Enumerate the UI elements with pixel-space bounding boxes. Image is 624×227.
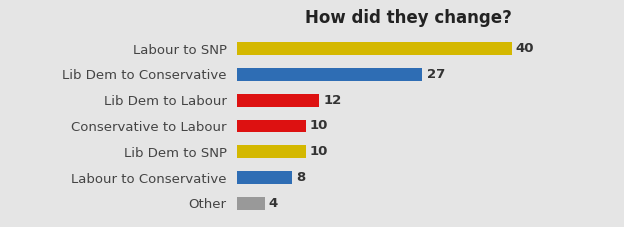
Title: How did they change?: How did they change? [305, 10, 512, 27]
Text: 12: 12 [324, 94, 342, 107]
Text: 8: 8 [296, 171, 305, 184]
Bar [237, 94, 319, 107]
Bar [237, 171, 292, 184]
Text: 10: 10 [310, 145, 328, 158]
Bar [237, 197, 265, 210]
Text: 10: 10 [310, 119, 328, 133]
Bar [237, 42, 512, 55]
Bar [237, 145, 306, 158]
Text: 4: 4 [269, 197, 278, 210]
Text: 27: 27 [427, 68, 445, 81]
Text: 40: 40 [516, 42, 534, 55]
Bar [237, 68, 422, 81]
Bar [237, 120, 306, 132]
